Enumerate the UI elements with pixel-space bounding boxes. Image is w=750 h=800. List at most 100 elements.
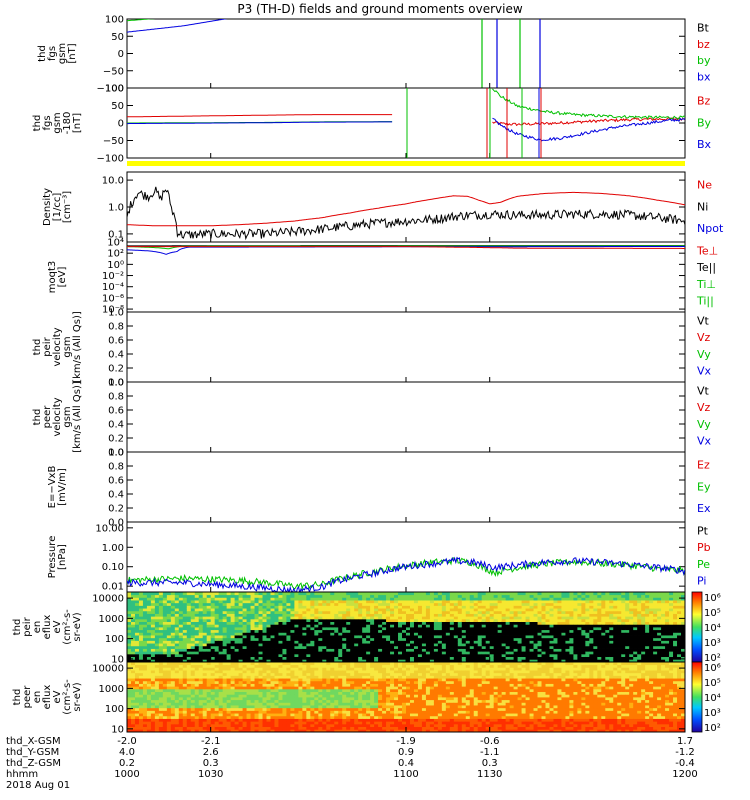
heatmap-cell (314, 632, 319, 636)
heatmap-cell (270, 597, 275, 601)
heatmap-cell (350, 621, 355, 625)
heatmap-cell (413, 640, 419, 644)
heatmap-cell (665, 629, 670, 633)
heatmap-cell (425, 597, 431, 601)
heatmap-cell (354, 653, 359, 658)
heatmap-cell (637, 602, 642, 606)
heatmap-cell (218, 683, 224, 687)
y-tick-label: 0.0 (108, 518, 124, 529)
heatmap-cell (210, 715, 216, 719)
heatmap-cell (537, 648, 542, 652)
heatmap-cell (358, 653, 363, 658)
heatmap-cell (234, 672, 239, 676)
heatmap-cell (537, 616, 542, 620)
heatmap-cell (354, 645, 359, 649)
heatmap-cell (593, 624, 598, 628)
heatmap-cell (318, 635, 323, 639)
heatmap-cell (278, 710, 283, 714)
heatmap-cell (326, 600, 331, 604)
heatmap-cell (346, 632, 351, 636)
heatmap-cell (358, 608, 363, 612)
heatmap-cell (294, 643, 299, 647)
heatmap-cell (202, 627, 208, 631)
heatmap-cell (358, 602, 363, 606)
heatmap-cell (465, 618, 471, 623)
heatmap-cell (234, 702, 239, 706)
heatmap-cell (358, 592, 363, 596)
heatmap-cell (370, 635, 375, 639)
heatmap-cell (505, 645, 511, 649)
heatmap-cell (593, 640, 598, 644)
heatmap-cell (142, 662, 148, 666)
heatmap-cell (657, 592, 662, 596)
heatmap-cell (238, 640, 243, 644)
y-tick-label: 0.8 (108, 322, 124, 333)
heatmap-cell (174, 683, 180, 687)
heatmap-cell (234, 705, 239, 709)
heatmap-cell (246, 729, 251, 733)
heatmap-cell (521, 637, 526, 641)
heatmap-cell (669, 594, 674, 598)
y-tick-label: 10000 (92, 594, 124, 605)
heatmap-cell (605, 616, 610, 620)
heatmap-cell (226, 705, 232, 709)
y-axis-label: [nT] (67, 43, 78, 63)
heatmap-cell (681, 659, 686, 663)
heatmap-cell (214, 659, 220, 663)
heatmap-cell (465, 651, 471, 655)
heatmap-cell (557, 602, 562, 606)
heatmap-cell (274, 672, 279, 676)
heatmap-cell (154, 729, 160, 733)
heatmap-cell (449, 656, 455, 660)
heatmap-cell (234, 597, 239, 601)
heatmap-cell (358, 597, 363, 601)
heatmap-cell (310, 635, 315, 639)
heatmap-cell (194, 621, 200, 625)
heatmap-cell (382, 629, 387, 633)
heatmap-cell (517, 624, 522, 628)
heatmap-cell (302, 653, 307, 658)
heatmap-cell (557, 600, 562, 604)
heatmap-cell (645, 610, 650, 614)
heatmap-cell (657, 597, 662, 601)
heatmap-cell (501, 629, 507, 633)
heatmap-cell (142, 686, 148, 690)
heatmap-cell (665, 648, 670, 652)
heatmap-cell (298, 656, 303, 660)
heatmap-cell (613, 629, 618, 633)
heatmap-cell (238, 729, 243, 733)
heatmap-cell (661, 610, 666, 614)
heatmap-cell (621, 640, 626, 644)
heatmap-cell (170, 718, 176, 722)
heatmap-cell (138, 667, 144, 671)
heatmap-cell (158, 648, 164, 652)
heatmap-cell (214, 670, 220, 674)
heatmap-cell (541, 608, 546, 612)
heatmap-cell (609, 610, 614, 614)
heatmap-cell (246, 699, 251, 703)
heatmap-cell (501, 624, 507, 628)
heatmap-cell (553, 605, 558, 609)
heatmap-cell (182, 713, 188, 717)
heatmap-cell (166, 694, 172, 698)
heatmap-cell (493, 648, 499, 652)
heatmap-cell (234, 629, 239, 633)
series-group (127, 556, 685, 592)
heatmap-cell (382, 613, 387, 617)
heatmap-cell (641, 602, 646, 606)
heatmap-cell (218, 610, 224, 614)
heatmap-cell (589, 635, 594, 639)
heatmap-cell (262, 632, 267, 636)
heatmap-cell (282, 605, 287, 609)
heatmap-cell (565, 656, 570, 660)
heatmap-cell (174, 675, 180, 679)
heatmap-cell (453, 597, 459, 601)
heatmap-cell (274, 718, 279, 722)
heatmap-cell (386, 613, 391, 617)
colorbar (691, 591, 703, 663)
heatmap-cell (525, 610, 530, 614)
heatmap-cell (226, 632, 232, 636)
heatmap-cell (677, 627, 682, 631)
heatmap-cell (437, 600, 443, 604)
